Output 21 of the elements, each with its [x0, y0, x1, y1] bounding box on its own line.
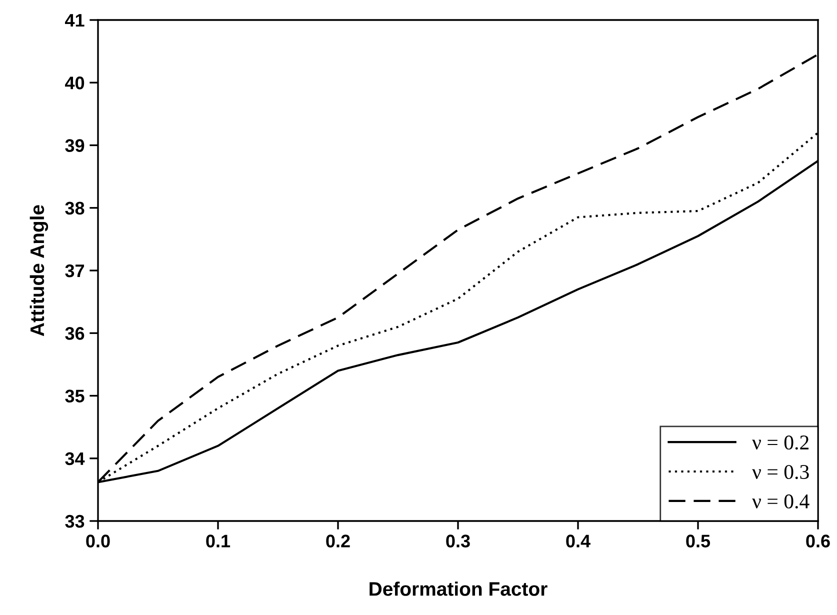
y-tick-label: 37	[65, 264, 84, 278]
y-tick-label: 41	[65, 14, 84, 27]
x-tick-label: 0.3	[446, 534, 470, 548]
x-tick-label: 0.4	[566, 534, 590, 548]
x-tick-label: 0.2	[326, 534, 350, 548]
x-tick-label: 0.5	[686, 534, 710, 548]
legend-label: ν = 0.2	[752, 436, 809, 450]
y-tick-label: 38	[65, 202, 84, 215]
x-tick-label: 0.1	[206, 534, 230, 548]
y-tick-label: 36	[65, 327, 84, 340]
x-axis-title: Deformation Factor	[370, 582, 548, 596]
y-tick-label: 33	[65, 514, 84, 528]
legend-label: ν = 0.3	[752, 464, 809, 480]
y-tick-label: 35	[65, 390, 84, 402]
x-tick-label: 0.6	[806, 534, 830, 548]
y-axis-title: Attitude Angle	[30, 205, 48, 336]
y-tick-label: 34	[65, 452, 85, 466]
legend-label: ν = 0.4	[752, 494, 810, 509]
x-tick-label: 0.0	[86, 534, 110, 548]
y-tick-label: 39	[65, 139, 84, 152]
y-tick-label: 40	[65, 76, 84, 90]
